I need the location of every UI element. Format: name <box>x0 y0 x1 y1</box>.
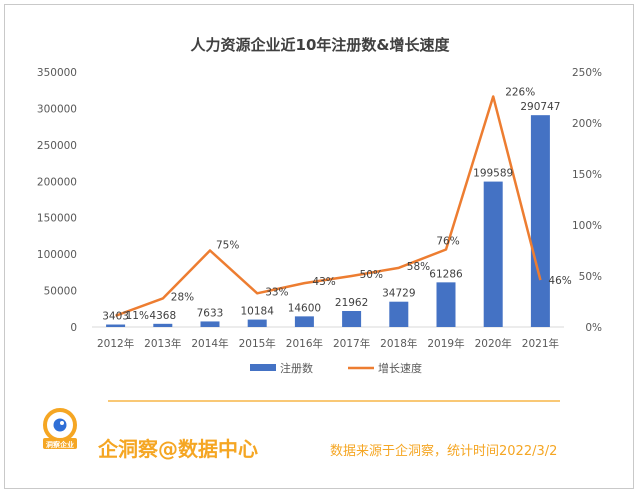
line-value-label: 43% <box>312 276 335 288</box>
chart-title: 人力资源企业近10年注册数&增长速度 <box>191 36 451 54</box>
bar <box>153 323 173 327</box>
y-left-tick-label: 250000 <box>37 140 77 152</box>
bar <box>530 115 550 327</box>
y-right-tick-label: 100% <box>572 220 602 232</box>
brand-logo-icon: 洞察企业 <box>43 408 77 449</box>
y-left-tick-label: 100000 <box>37 249 77 261</box>
bar-series <box>106 115 550 327</box>
line-value-label: 75% <box>216 240 239 252</box>
bar-value-label: 3403 <box>102 311 129 323</box>
y-right-tick-label: 150% <box>572 169 602 181</box>
line-value-label: 46% <box>548 275 571 287</box>
bar-value-label: 290747 <box>520 101 560 113</box>
bar <box>483 181 503 327</box>
line-value-label: 58% <box>407 261 430 273</box>
bar-value-label: 21962 <box>335 297 368 309</box>
line-value-label: 50% <box>360 269 383 281</box>
line-series <box>115 95 542 317</box>
legend-bar-swatch <box>250 364 276 371</box>
brand-text: 企洞察@数据中心 <box>97 437 258 461</box>
legend: 注册数 增长速度 <box>250 361 422 375</box>
x-tick-label: 2015年 <box>239 337 276 350</box>
x-tick-label: 2014年 <box>191 337 228 350</box>
x-tick-label: 2019年 <box>427 337 464 350</box>
bar <box>342 310 362 327</box>
line-value-label: 33% <box>265 286 288 298</box>
bar <box>294 316 314 327</box>
y-right-tick-label: 0% <box>585 322 602 334</box>
bar <box>106 324 126 327</box>
bar-value-label: 10184 <box>240 306 274 318</box>
y-left-tick-label: 150000 <box>37 213 77 225</box>
x-tick-label: 2020年 <box>475 337 512 350</box>
logo-text: 洞察企业 <box>46 440 74 449</box>
bar-value-label: 7633 <box>197 307 224 319</box>
y-left-tick-label: 200000 <box>37 176 77 188</box>
x-tick-label: 2017年 <box>333 337 370 350</box>
y-right-tick-label: 50% <box>579 271 602 283</box>
legend-bar-label: 注册数 <box>280 361 313 375</box>
y-left-tick-label: 350000 <box>37 67 77 79</box>
line-value-label: 76% <box>436 235 459 247</box>
x-tick-label: 2021年 <box>522 337 559 350</box>
y-right-axis: 0% 50% 100% 150% 200% 250% <box>572 67 602 334</box>
y-right-tick-label: 200% <box>572 118 602 130</box>
line-labels: 11% 28% 75% 33% 43% 50% 58% 76% 226% 46% <box>126 86 572 321</box>
x-tick-label: 2012年 <box>97 337 134 350</box>
legend-line-label: 增长速度 <box>378 361 422 375</box>
data-source-text: 数据来源于企洞察，统计时间2022/3/2 <box>330 443 557 459</box>
line-value-label: 11% <box>126 310 149 322</box>
bar <box>436 282 456 327</box>
bar-value-label: 61286 <box>429 268 463 280</box>
line-value-label: 226% <box>505 86 535 98</box>
y-left-tick-label: 300000 <box>37 103 77 115</box>
x-tick-label: 2018年 <box>380 337 417 350</box>
x-tick-label: 2016年 <box>286 337 323 350</box>
y-left-tick-label: 50000 <box>44 286 77 298</box>
chart-card <box>4 4 634 489</box>
bar <box>200 321 220 327</box>
bar-value-label: 4368 <box>149 310 176 322</box>
x-tick-label: 2013年 <box>144 337 181 350</box>
bar <box>247 319 267 327</box>
bar-value-label: 34729 <box>382 288 415 300</box>
bar-value-label: 199589 <box>473 168 513 180</box>
y-left-axis: 0 50000 100000 150000 200000 250000 300000 3500… <box>37 67 77 334</box>
bar-value-label: 14600 <box>288 302 321 314</box>
line-value-label: 28% <box>171 291 194 303</box>
bar-labels: 3403 4368 7633 10184 14600 21962 34729 61286 199… <box>102 101 560 322</box>
x-axis: 2012年 2013年 2014年 2015年 2016年 2017年 2018年 2019年… <box>97 337 559 350</box>
y-right-tick-label: 250% <box>572 67 602 79</box>
y-left-tick-label: 0 <box>70 322 77 334</box>
bar <box>389 301 409 327</box>
growth-line <box>115 95 542 317</box>
